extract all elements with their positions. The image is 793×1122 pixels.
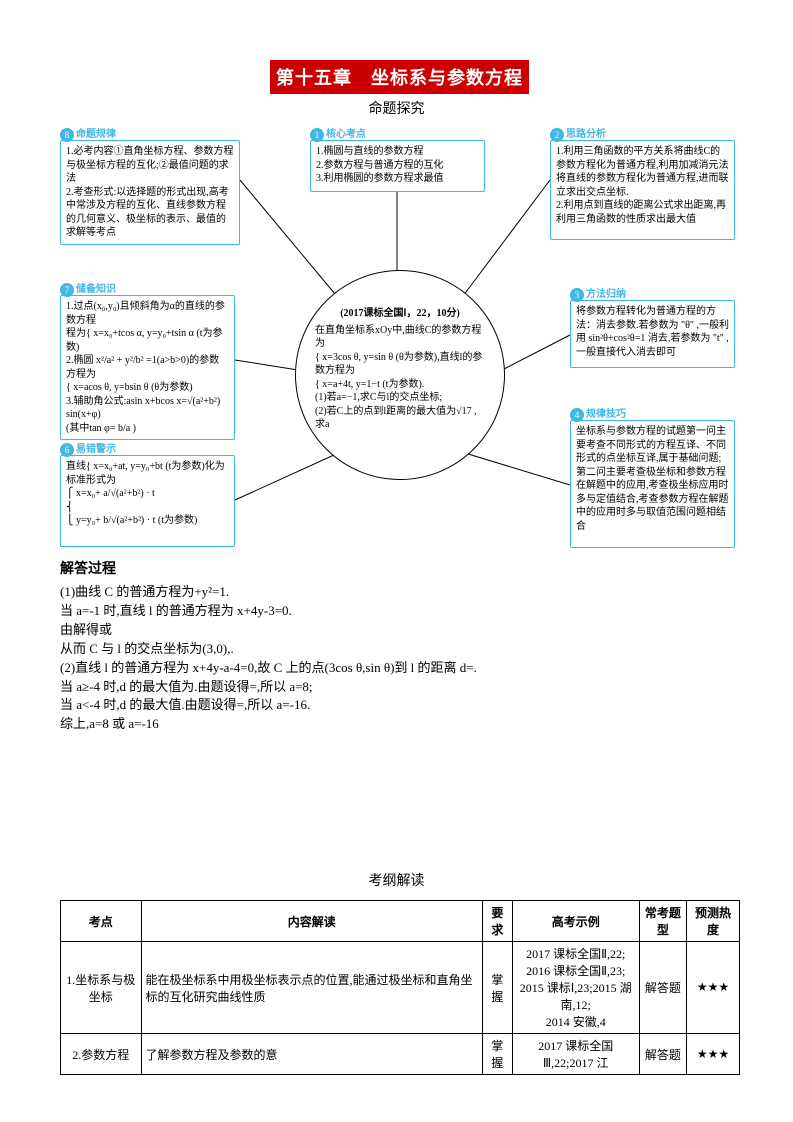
box-line: 3.利用椭圆的参数方程求最值	[316, 172, 479, 186]
table-body: 1.坐标系与极坐标能在极坐标系中用极坐标表示点的位置,能通过极坐标和直角坐标的互…	[61, 942, 740, 1075]
box-number: 8	[60, 128, 74, 142]
table-cell: 2017 课标全国Ⅲ,22;2017 江	[512, 1034, 639, 1075]
info-box-b6: 6易错警示直线{ x=x₀+at, y=y₀+bt (t为参数)化为标准形式为⎧…	[60, 455, 235, 547]
box-line: 1.利用三角函数的平方关系将曲线C的参数方程化为普通方程,利用加减消元法将直线的…	[556, 145, 729, 199]
table-cell: ★★★	[687, 1034, 740, 1075]
table-header: 高考示例	[512, 901, 639, 942]
box-number: 6	[60, 443, 74, 457]
box-label: 4规律技巧	[570, 408, 626, 422]
box-label-text: 规律技巧	[586, 408, 626, 422]
section-inquiry-title: 命题探究	[0, 98, 793, 118]
box-line: 1.过点(x₀,y₀)且倾斜角为α的直线的参数方程	[66, 300, 229, 327]
box-number: 1	[310, 128, 324, 142]
circle-line: (2)若C上的点到l距离的最大值为√17 ,求a	[315, 405, 485, 432]
table-cell: 能在极坐标系中用极坐标表示点的位置,能通过极坐标和直角坐标的互化研究曲线性质	[141, 942, 482, 1034]
solution-line: (2)直线 l 的普通方程为 x+4y-a-4=0,故 C 上的点(3cos θ…	[60, 659, 740, 678]
box-line: 坐标系与参数方程的试题第一问主要考查不同形式的方程互译、不同形式的点坐标互译,属…	[576, 425, 729, 533]
box-line: 1.必考内容①直角坐标方程、参数方程与极坐标方程的互化;②最值问题的求法	[66, 145, 234, 186]
box-line: ⎧ x=x₀+ a/√(a²+b²) · t	[66, 487, 229, 501]
table-row: 1.坐标系与极坐标能在极坐标系中用极坐标表示点的位置,能通过极坐标和直角坐标的互…	[61, 942, 740, 1034]
circle-line: { x=3cos θ, y=sin θ (θ为参数),直线l的参数方程为	[315, 351, 485, 378]
box-line: 1.椭圆与直线的参数方程	[316, 145, 479, 159]
table-cell: 了解参数方程及参数的意	[141, 1034, 482, 1075]
table-row: 2.参数方程了解参数方程及参数的意掌握2017 课标全国Ⅲ,22;2017 江解…	[61, 1034, 740, 1075]
box-line: (其中tan φ= b/a )	[66, 422, 229, 436]
solution-heading: 解答过程	[60, 560, 740, 580]
info-box-b1: 1核心考点1.椭圆与直线的参数方程2.参数方程与普通方程的互化3.利用椭圆的参数…	[310, 140, 485, 192]
table-header: 考点	[61, 901, 142, 942]
solution-line: 当 a=-1 时,直线 l 的普通方程为 x+4y-3=0.	[60, 602, 740, 621]
box-label: 1核心考点	[310, 128, 366, 142]
box-line: { x=acos θ, y=bsin θ (θ为参数)	[66, 381, 229, 395]
box-label: 7储备知识	[60, 283, 116, 297]
solution-line: 综上,a=8 或 a=-16	[60, 715, 740, 734]
info-box-b8: 8命题规律1.必考内容①直角坐标方程、参数方程与极坐标方程的互化;②最值问题的求…	[60, 140, 240, 245]
table-cell: 解答题	[639, 942, 686, 1034]
table-header: 要求	[482, 901, 512, 942]
box-line: 2.椭圆 x²/a² + y²/b² =1(a>b>0)的参数方程为	[66, 354, 229, 381]
box-line: 2.参数方程与普通方程的互化	[316, 159, 479, 173]
box-line: 2.利用点到直线的距离公式求出距离,再利用三角函数的性质求出最大值	[556, 199, 729, 226]
box-line: 2.考查形式:以选择题的形式出现,高考中常涉及方程的互化、直线参数方程的几何意义…	[66, 186, 234, 240]
circle-body: 在直角坐标系xOy中,曲线C的参数方程为{ x=3cos θ, y=sin θ …	[315, 324, 485, 432]
table-cell: 解答题	[639, 1034, 686, 1075]
table-cell: 掌握	[482, 942, 512, 1034]
solution-line: 由解得或	[60, 621, 740, 640]
solution-line: 当 a<-4 时,d 的最大值.由题设得=,所以 a=-16.	[60, 696, 740, 715]
solution-line: (1)曲线 C 的普通方程为+y²=1.	[60, 583, 740, 602]
table-cell: 2.参数方程	[61, 1034, 142, 1075]
table-cell: 掌握	[482, 1034, 512, 1075]
box-number: 7	[60, 283, 74, 297]
table-cell: ★★★	[687, 942, 740, 1034]
solution-line: 从而 C 与 l 的交点坐标为(3,0),.	[60, 640, 740, 659]
box-line: 程为{ x=x₀+tcos α, y=y₀+tsin α (t为参数)	[66, 327, 229, 354]
info-box-b4: 4规律技巧坐标系与参数方程的试题第一问主要考查不同形式的方程互译、不同形式的点坐…	[570, 420, 735, 548]
concept-diagram: (2017课标全国Ⅰ，22，10分) 在直角坐标系xOy中,曲线C的参数方程为{…	[60, 120, 740, 550]
table-cell: 1.坐标系与极坐标	[61, 942, 142, 1034]
solution-body: (1)曲线 C 的普通方程为+y²=1.当 a=-1 时,直线 l 的普通方程为…	[60, 583, 740, 734]
syllabus-title: 考纲解读	[0, 870, 793, 890]
table-header: 常考题型	[639, 901, 686, 942]
box-number: 2	[550, 128, 564, 142]
box-label-text: 思路分析	[566, 128, 606, 142]
box-label-text: 命题规律	[76, 128, 116, 142]
info-box-b3: 3方法归纳将参数方程转化为普通方程的方法：消去参数.若参数为 "θ" ,一般利用…	[570, 300, 735, 368]
table-header: 预测热度	[687, 901, 740, 942]
chapter-title: 第十五章 坐标系与参数方程	[270, 60, 529, 94]
box-line: ⎨	[66, 501, 229, 515]
box-line: 3.辅助角公式:asin x+bcos x=√(a²+b²) sin(x+φ)	[66, 395, 229, 422]
circle-title: (2017课标全国Ⅰ，22，10分)	[340, 307, 460, 321]
box-label: 3方法归纳	[570, 288, 626, 302]
box-line: 直线{ x=x₀+at, y=y₀+bt (t为参数)化为标准形式为	[66, 460, 229, 487]
box-number: 4	[570, 408, 584, 422]
box-line: 将参数方程转化为普通方程的方法：消去参数.若参数为 "θ" ,一般利用 sin²…	[576, 305, 729, 359]
solution-line: 当 a≥-4 时,d 的最大值为.由题设得=,所以 a=8;	[60, 678, 740, 697]
solution-section: 解答过程 (1)曲线 C 的普通方程为+y²=1.当 a=-1 时,直线 l 的…	[60, 560, 740, 734]
box-line: ⎩ y=y₀+ b/√(a²+b²) · t (t为参数)	[66, 514, 229, 528]
syllabus-table: 考点内容解读要求高考示例常考题型预测热度 1.坐标系与极坐标能在极坐标系中用极坐…	[60, 900, 740, 1075]
circle-line: (1)若a=−1,求C与l的交点坐标;	[315, 391, 485, 405]
info-box-b7: 7储备知识1.过点(x₀,y₀)且倾斜角为α的直线的参数方程程为{ x=x₀+t…	[60, 295, 235, 440]
box-label-text: 核心考点	[326, 128, 366, 142]
box-label: 2思路分析	[550, 128, 606, 142]
box-label: 6易错警示	[60, 443, 116, 457]
box-label-text: 储备知识	[76, 283, 116, 297]
box-label-text: 易错警示	[76, 443, 116, 457]
table-cell: 2017 课标全国Ⅱ,22;2016 课标全国Ⅱ,23;2015 课标Ⅰ,23;…	[512, 942, 639, 1034]
center-problem-circle: (2017课标全国Ⅰ，22，10分) 在直角坐标系xOy中,曲线C的参数方程为{…	[295, 270, 505, 480]
table-header-row: 考点内容解读要求高考示例常考题型预测热度	[61, 901, 740, 942]
circle-line: { x=a+4t, y=1−t (t为参数).	[315, 378, 485, 392]
box-number: 3	[570, 288, 584, 302]
info-box-b2: 2思路分析1.利用三角函数的平方关系将曲线C的参数方程化为普通方程,利用加减消元…	[550, 140, 735, 240]
circle-line: 在直角坐标系xOy中,曲线C的参数方程为	[315, 324, 485, 351]
box-label: 8命题规律	[60, 128, 116, 142]
box-label-text: 方法归纳	[586, 288, 626, 302]
table-header: 内容解读	[141, 901, 482, 942]
